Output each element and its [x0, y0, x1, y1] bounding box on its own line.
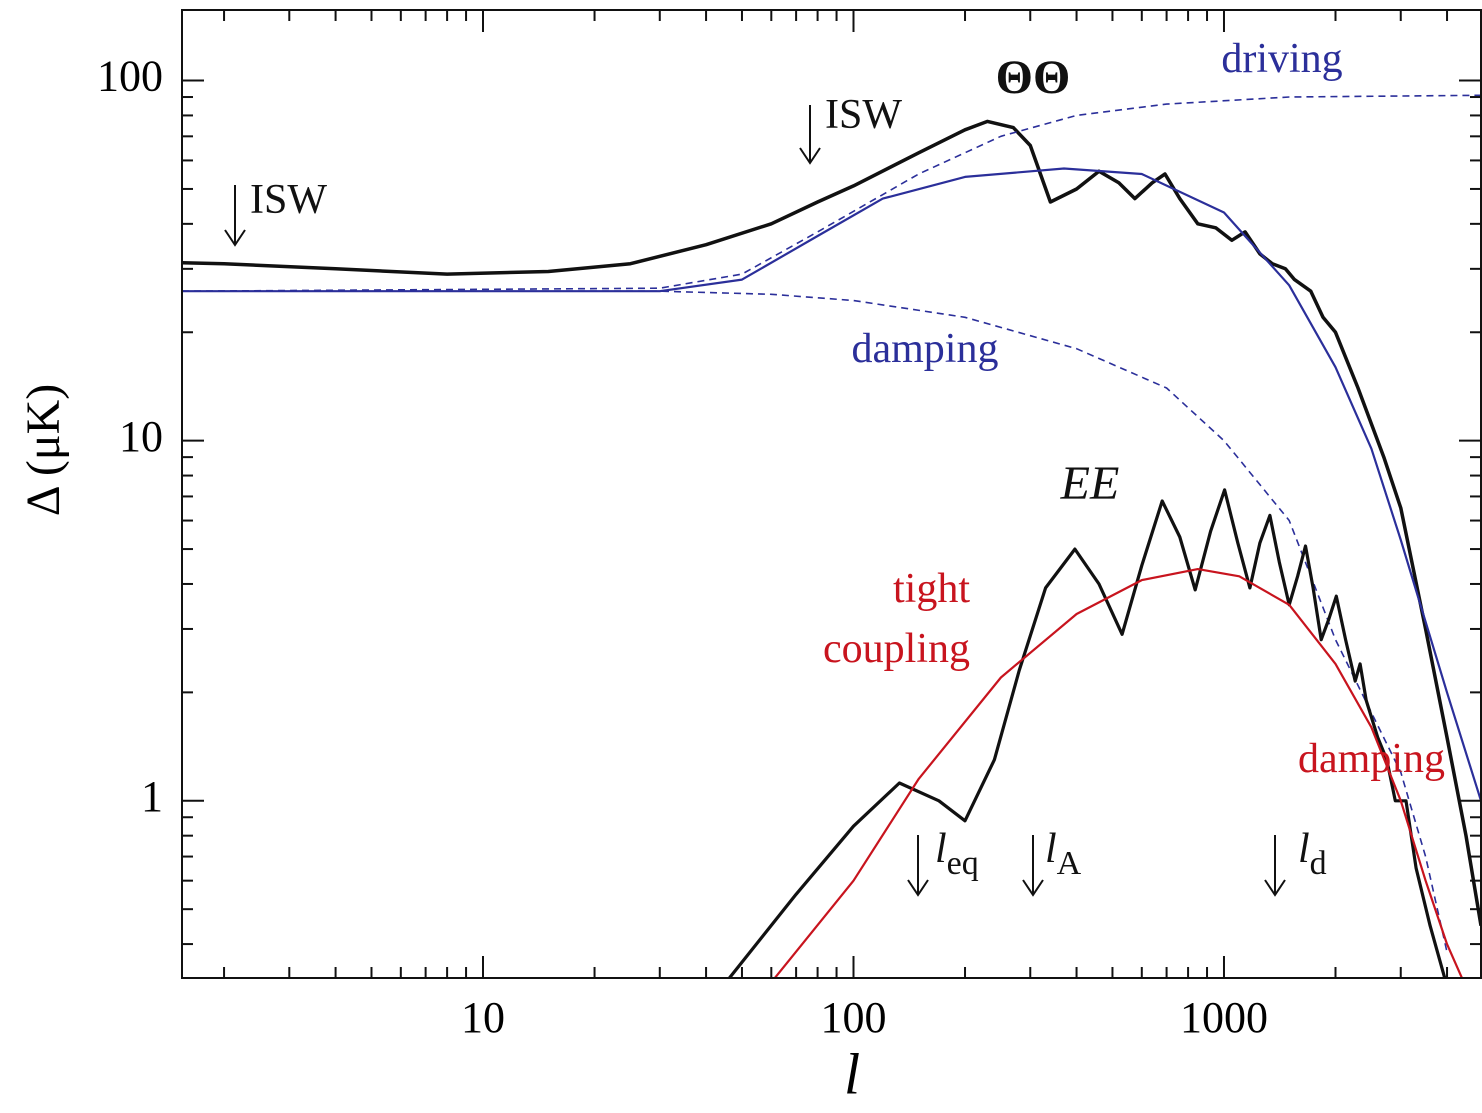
annotation: driving: [1221, 36, 1342, 82]
annotation: tight: [893, 566, 970, 612]
x-tick-label: 10: [461, 993, 505, 1042]
annotation: damping: [1298, 736, 1445, 782]
annotation: ISW: [825, 92, 902, 138]
annotation-subscript: A: [1057, 845, 1082, 882]
annotation-text: damping: [1298, 736, 1445, 782]
annotation-text: l: [1045, 826, 1057, 872]
line: [727, 488, 1447, 978]
annotation-text: tight: [893, 566, 970, 612]
annotation-subscript: d: [1310, 845, 1327, 882]
annotation-text: ISW: [825, 92, 902, 138]
annotation: EE: [1060, 457, 1120, 510]
annotation: ld: [1298, 826, 1327, 882]
y-tick-label: 10: [119, 412, 163, 461]
annotation: damping: [852, 326, 999, 372]
annotation-text: EE: [1060, 457, 1120, 510]
annotation: coupling: [823, 626, 970, 672]
x-axis-label: l: [844, 1041, 860, 1106]
annotation: ISW: [250, 177, 327, 223]
annotation-text: damping: [852, 326, 999, 372]
annotation-subscript: eq: [947, 845, 979, 882]
y-tick-label: 100: [97, 52, 163, 101]
x-tick-label: 100: [820, 993, 886, 1042]
annotation: ΘΘ: [996, 51, 1071, 104]
line: [182, 167, 1482, 802]
annotation-text: ΘΘ: [996, 51, 1071, 104]
annotation-text: ISW: [250, 177, 327, 223]
arrows: [224, 105, 1286, 897]
x-tick-label: 1000: [1180, 993, 1268, 1042]
annotation: leq: [935, 826, 979, 882]
line: [773, 568, 1464, 978]
plot-frame: [181, 9, 1482, 979]
line: [182, 119, 1482, 926]
y-axis-label: Δ (μK): [17, 384, 70, 517]
annotation: lA: [1045, 826, 1082, 882]
annotation-text: l: [935, 826, 947, 872]
y-tick-label: 1: [141, 772, 163, 821]
line: [182, 94, 1482, 292]
annotation-text: driving: [1221, 36, 1342, 82]
line: [182, 290, 1448, 953]
annotation-text: l: [1298, 826, 1310, 872]
plot-lines: [182, 94, 1482, 978]
annotation-text: coupling: [823, 626, 970, 672]
